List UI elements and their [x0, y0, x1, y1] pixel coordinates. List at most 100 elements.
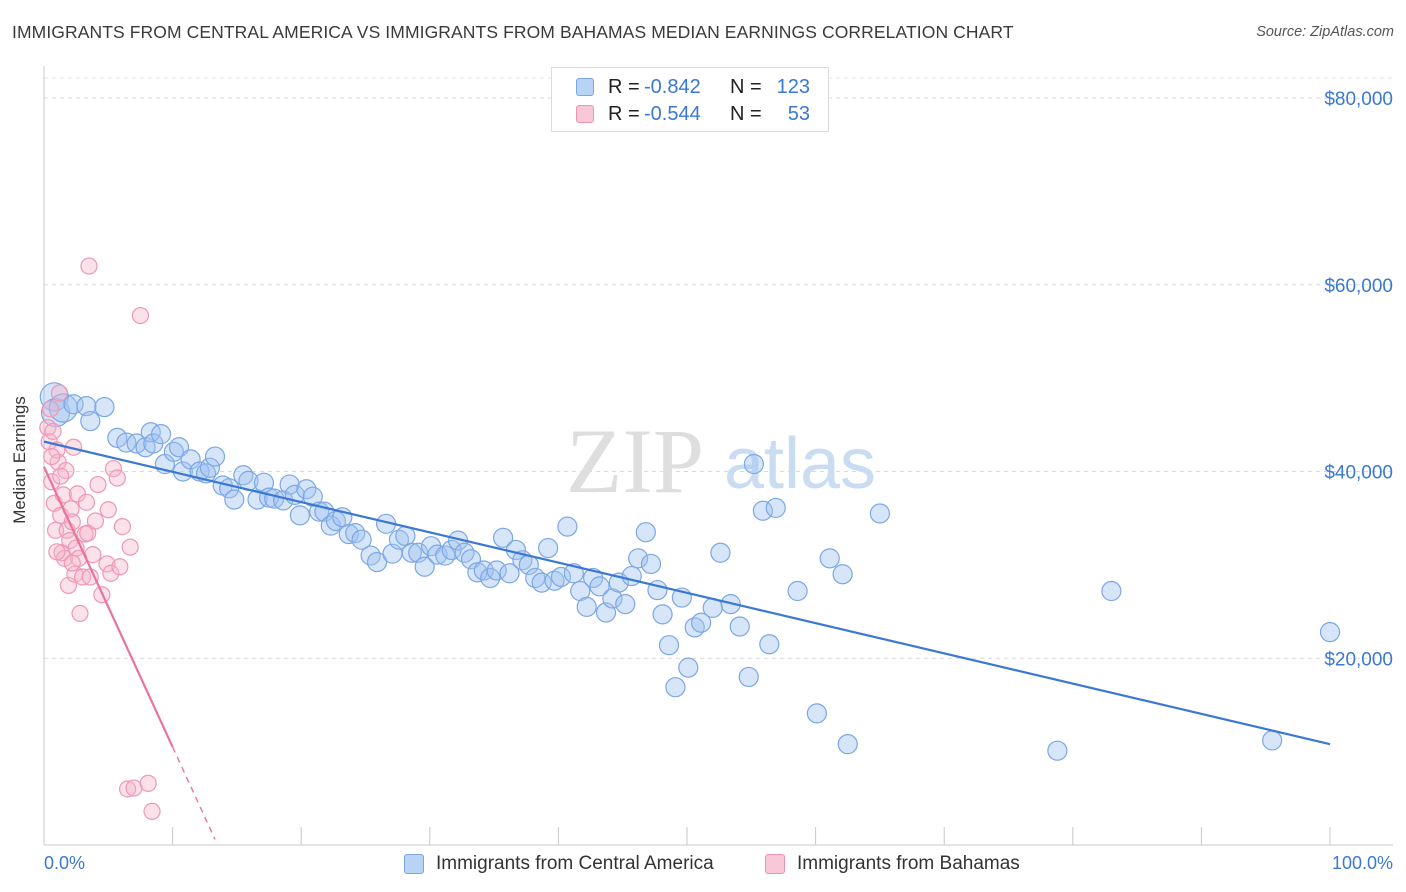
bahamas-point — [41, 400, 60, 418]
central-america-point — [538, 537, 559, 559]
n-label: N = — [730, 75, 762, 98]
trend-line-bahamas-extension — [171, 746, 216, 840]
bahamas-point — [44, 422, 62, 440]
central-america-point — [765, 497, 786, 519]
central-america-point — [576, 596, 597, 617]
central-america-point — [414, 556, 435, 577]
central-america-point — [635, 522, 656, 543]
central-america-point — [621, 565, 642, 587]
bahamas-point — [81, 568, 99, 586]
stats-box: R = -0.842 N = 123 R = -0.544 N = 53 — [551, 67, 829, 132]
watermark-zip: ZIP — [566, 410, 704, 512]
bahamas-point — [99, 501, 117, 519]
bahamas-point — [52, 467, 70, 485]
n-value: 123 — [776, 75, 810, 98]
central-america-point — [563, 563, 584, 584]
central-america-point — [869, 503, 891, 524]
central-america-point — [640, 553, 662, 575]
central-america-point — [94, 396, 115, 418]
central-america-point — [80, 410, 101, 432]
source-label: Source: ZipAtlas.com — [1256, 24, 1394, 40]
central-america-point — [388, 529, 410, 550]
bahamas-point — [77, 493, 96, 511]
legend-label: Immigrants from Central America — [436, 853, 714, 874]
r-label: R = — [608, 75, 640, 98]
r-value: -0.842 — [644, 75, 701, 98]
central-america-point — [678, 657, 699, 678]
central-america-point — [544, 570, 565, 591]
x-tick-label-max: 100.0% — [1332, 853, 1393, 873]
x-tick-label-min: 0.0% — [44, 853, 85, 873]
stats-swatch-pink — [576, 105, 594, 123]
legend-item-bahamas[interactable]: Immigrants from Bahamas — [765, 851, 1020, 877]
central-america-point — [338, 523, 359, 545]
central-america-point — [658, 635, 680, 656]
central-america-point — [116, 432, 137, 453]
central-america-point — [665, 677, 686, 698]
bahamas-point — [79, 524, 97, 542]
central-america-point — [806, 703, 827, 724]
central-america-point — [366, 551, 388, 573]
bahamas-point — [50, 384, 69, 402]
central-america-point — [628, 548, 649, 569]
n-label: N = — [730, 102, 762, 125]
central-america-point — [401, 542, 422, 563]
central-america-point — [107, 427, 128, 448]
trend-line-bahamas — [43, 466, 174, 748]
r-label: R = — [608, 102, 640, 125]
bahamas-point — [131, 306, 150, 325]
series-bahamas-points — [39, 257, 161, 820]
central-america-point — [589, 576, 610, 597]
central-america-point — [743, 453, 764, 475]
bahamas-point — [63, 554, 81, 572]
central-america-point — [499, 563, 520, 584]
central-america-point — [691, 612, 712, 633]
central-america-point — [351, 529, 372, 550]
central-america-point — [787, 580, 808, 602]
n-value: 53 — [787, 102, 810, 125]
bahamas-point — [71, 604, 89, 623]
legend-swatch-pink — [765, 854, 785, 874]
central-america-point — [832, 564, 853, 585]
bahamas-point — [111, 558, 129, 576]
central-america-point — [224, 489, 245, 510]
y-tick-label: $60,000 — [1324, 276, 1393, 297]
watermark-atlas: atlas — [724, 424, 876, 504]
central-america-point — [435, 545, 456, 566]
central-america-point — [199, 457, 220, 478]
trend-lines — [43, 440, 1331, 840]
central-america-point — [729, 616, 750, 637]
bahamas-point — [113, 517, 132, 536]
central-america-point — [253, 472, 275, 493]
central-america-point — [550, 566, 572, 588]
trend-line-central-america — [43, 440, 1331, 746]
central-america-point — [759, 634, 780, 655]
central-america-point — [710, 542, 731, 563]
bahamas-point — [108, 469, 126, 487]
central-america-point — [493, 527, 514, 548]
legend-swatch-blue — [404, 854, 424, 874]
central-america-point — [738, 666, 759, 688]
y-tick-label: $80,000 — [1324, 89, 1393, 110]
chart-title: IMMIGRANTS FROM CENTRAL AMERICA VS IMMIG… — [12, 22, 1014, 42]
bahamas-point — [104, 460, 123, 478]
bahamas-point — [89, 475, 107, 494]
central-america-point — [279, 474, 300, 495]
y-tick-label: $40,000 — [1324, 463, 1393, 484]
legend-item-central-america[interactable]: Immigrants from Central America — [404, 851, 714, 877]
gridlines — [44, 77, 1393, 659]
bahamas-point — [80, 257, 98, 275]
central-america-point — [325, 510, 347, 532]
central-america-point — [1319, 622, 1341, 643]
bahamas-point — [98, 555, 116, 573]
stats-row-central-america: R = -0.842 N = 123 — [576, 75, 810, 99]
central-america-point — [302, 486, 323, 507]
axes — [43, 66, 1393, 846]
central-america-point — [204, 446, 226, 467]
central-america-point — [289, 505, 311, 526]
bahamas-point — [118, 780, 137, 798]
r-value: -0.544 — [644, 102, 701, 125]
bahamas-point — [48, 543, 66, 561]
y-tick-label: $20,000 — [1324, 649, 1393, 670]
